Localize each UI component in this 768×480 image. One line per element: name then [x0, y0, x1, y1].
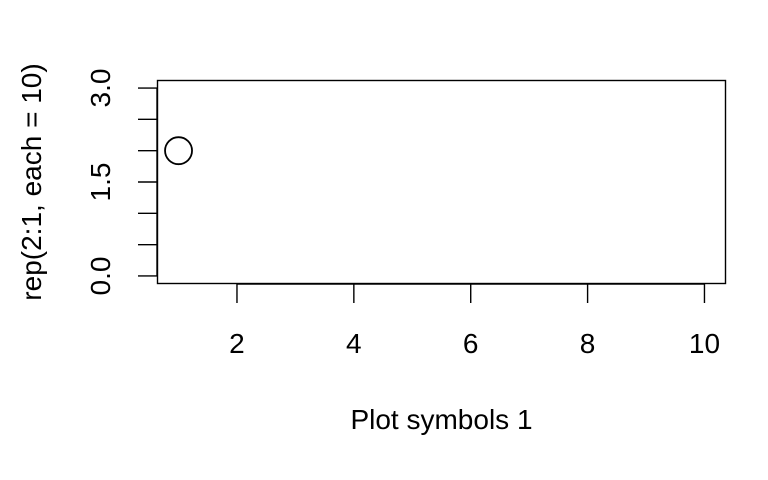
- plot-area: [156, 79, 727, 285]
- y-axis-title: rep(2:1, each = 10): [16, 63, 47, 300]
- x-tick-label: 6: [463, 328, 479, 359]
- x-tick-label: 8: [580, 328, 596, 359]
- x-tick-label: 4: [346, 328, 362, 359]
- y-tick-label: 0.0: [85, 257, 116, 296]
- y-axis: 0.0 1.5 3.0: [85, 69, 158, 296]
- y-tick-label: 3.0: [85, 69, 116, 108]
- x-axis-title: Plot symbols 1: [350, 404, 532, 435]
- data-point: [164, 136, 193, 166]
- y-tick-label: 1.5: [85, 163, 116, 202]
- points-layer: [164, 136, 193, 166]
- x-tick-label: 2: [229, 328, 245, 359]
- x-tick-label: 10: [689, 328, 720, 359]
- plot-frame: [156, 79, 727, 285]
- x-axis: 2 4 6 8 10: [229, 283, 720, 359]
